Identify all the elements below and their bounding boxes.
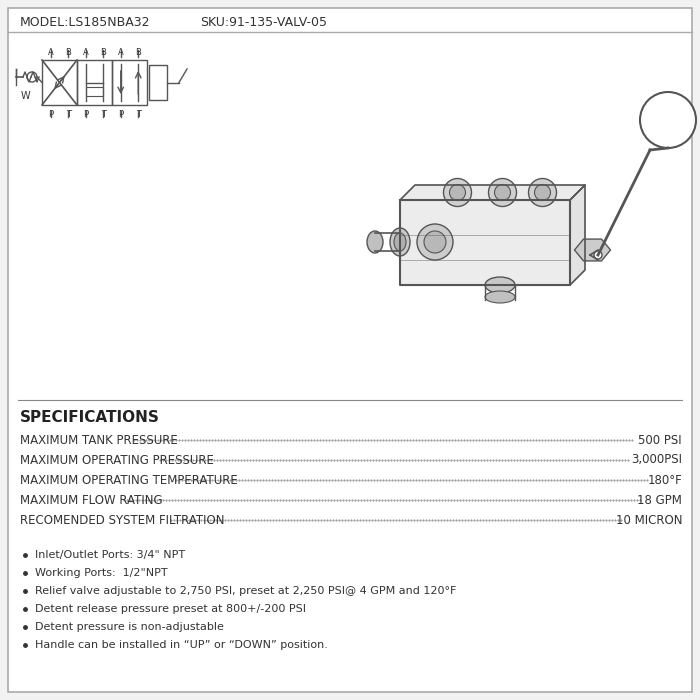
Circle shape xyxy=(528,178,556,206)
Text: Working Ports:  1/2"NPT: Working Ports: 1/2"NPT xyxy=(35,568,167,578)
Circle shape xyxy=(449,185,466,200)
Text: A: A xyxy=(48,48,54,57)
Text: A: A xyxy=(83,48,89,57)
Circle shape xyxy=(424,231,446,253)
Text: T: T xyxy=(101,110,106,119)
Text: P: P xyxy=(118,110,123,119)
Text: Relief valve adjustable to 2,750 PSI, preset at 2,250 PSI@ 4 GPM and 120°F: Relief valve adjustable to 2,750 PSI, pr… xyxy=(35,586,456,596)
Text: T: T xyxy=(66,110,71,119)
Text: B: B xyxy=(100,48,106,57)
Bar xyxy=(77,60,112,105)
Text: B: B xyxy=(135,48,141,57)
Text: 10 MICRON: 10 MICRON xyxy=(615,514,682,526)
Text: 180°F: 180°F xyxy=(648,473,682,486)
Text: MAXIMUM FLOW RATING: MAXIMUM FLOW RATING xyxy=(20,494,162,507)
Bar xyxy=(149,65,167,100)
Text: MAXIMUM OPERATING PRESSURE: MAXIMUM OPERATING PRESSURE xyxy=(20,454,214,466)
Text: MAXIMUM OPERATING TEMPERATURE: MAXIMUM OPERATING TEMPERATURE xyxy=(20,473,238,486)
Text: MODEL:LS185NBA32: MODEL:LS185NBA32 xyxy=(20,15,150,29)
Text: MAXIMUM TANK PRESSURE: MAXIMUM TANK PRESSURE xyxy=(20,433,178,447)
Circle shape xyxy=(535,185,550,200)
Ellipse shape xyxy=(367,231,383,253)
Polygon shape xyxy=(400,185,585,200)
Circle shape xyxy=(640,92,696,148)
Text: SKU:91-135-VALV-05: SKU:91-135-VALV-05 xyxy=(200,15,327,29)
Text: P: P xyxy=(48,110,53,119)
Text: SPECIFICATIONS: SPECIFICATIONS xyxy=(20,410,160,424)
Ellipse shape xyxy=(485,277,515,293)
Text: Inlet/Outlet Ports: 3/4" NPT: Inlet/Outlet Ports: 3/4" NPT xyxy=(35,550,185,560)
Text: P: P xyxy=(83,110,88,119)
Polygon shape xyxy=(575,239,610,261)
Text: T: T xyxy=(136,110,141,119)
Circle shape xyxy=(489,178,517,206)
Ellipse shape xyxy=(390,228,410,256)
Circle shape xyxy=(594,251,602,259)
Bar xyxy=(112,60,147,105)
Text: Detent release pressure preset at 800+/-200 PSI: Detent release pressure preset at 800+/-… xyxy=(35,604,306,614)
Ellipse shape xyxy=(394,233,406,251)
Text: Detent pressure is non-adjustable: Detent pressure is non-adjustable xyxy=(35,622,224,632)
Ellipse shape xyxy=(485,291,515,303)
Bar xyxy=(85,87,104,96)
Text: RECOMENDED SYSTEM FILTRATION: RECOMENDED SYSTEM FILTRATION xyxy=(20,514,225,526)
Circle shape xyxy=(444,178,472,206)
Text: W: W xyxy=(20,91,30,101)
Text: A: A xyxy=(118,48,124,57)
Text: 3,000PSI: 3,000PSI xyxy=(631,454,682,466)
Bar xyxy=(42,60,77,105)
Polygon shape xyxy=(400,200,570,285)
Text: 18 GPM: 18 GPM xyxy=(637,494,682,507)
Circle shape xyxy=(494,185,510,200)
Text: B: B xyxy=(65,48,71,57)
Circle shape xyxy=(417,224,453,260)
Polygon shape xyxy=(570,185,585,285)
Text: 500 PSI: 500 PSI xyxy=(638,433,682,447)
Text: Handle can be installed in “UP” or “DOWN” position.: Handle can be installed in “UP” or “DOWN… xyxy=(35,640,328,650)
